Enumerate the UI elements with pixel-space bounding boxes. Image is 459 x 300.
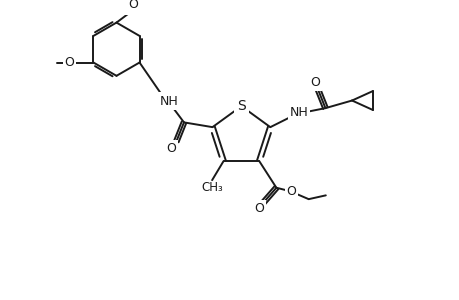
Text: O: O (65, 56, 74, 69)
Text: NH: NH (159, 95, 178, 108)
Text: O: O (166, 142, 176, 154)
Text: S: S (236, 99, 245, 113)
Text: O: O (309, 76, 319, 89)
Text: O: O (286, 185, 296, 198)
Text: NH: NH (289, 106, 308, 119)
Text: CH₃: CH₃ (201, 181, 223, 194)
Text: O: O (129, 0, 138, 11)
Text: O: O (254, 202, 263, 215)
